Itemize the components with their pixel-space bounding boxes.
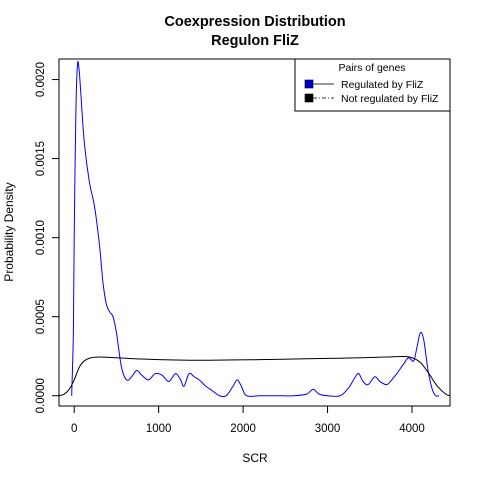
legend-regulated-swatch: [304, 79, 314, 89]
legend-title: Pairs of genes: [338, 62, 405, 74]
y-axis: 0.0000 0.0005 0.0010 0.0015 0.0020: [35, 62, 60, 413]
x-tick-label: 2000: [230, 423, 256, 435]
y-tick-label: 0.0020: [35, 62, 47, 97]
legend: Pairs of genes Regulated by FliZ Not reg…: [294, 58, 451, 112]
series-regulated-line: [71, 60, 440, 398]
y-tick-label: 0.0005: [35, 299, 47, 334]
legend-box: [294, 58, 451, 112]
x-axis-label: SCR: [242, 451, 268, 465]
series-not-regulated-line: [58, 355, 451, 397]
series-layer: [58, 60, 451, 398]
x-tick-label: 0: [71, 423, 77, 435]
x-tick-label: 4000: [399, 423, 425, 435]
x-tick-label: 3000: [315, 423, 341, 435]
x-tick-label: 1000: [146, 423, 172, 435]
chart-subtitle: Regulon FliZ: [211, 33, 299, 49]
legend-not-regulated-swatch: [304, 93, 314, 103]
y-axis-label: Probability Density: [2, 182, 16, 281]
legend-not-regulated-label: Not regulated by FliZ: [341, 93, 439, 105]
y-tick-label: 0.0010: [35, 220, 47, 255]
y-tick-label: 0.0015: [35, 141, 47, 176]
chart-title: Coexpression Distribution: [164, 14, 345, 30]
legend-regulated-label: Regulated by FliZ: [341, 79, 424, 91]
x-axis: 0 1000 2000 3000 4000: [71, 405, 425, 435]
y-tick-label: 0.0000: [35, 378, 47, 413]
